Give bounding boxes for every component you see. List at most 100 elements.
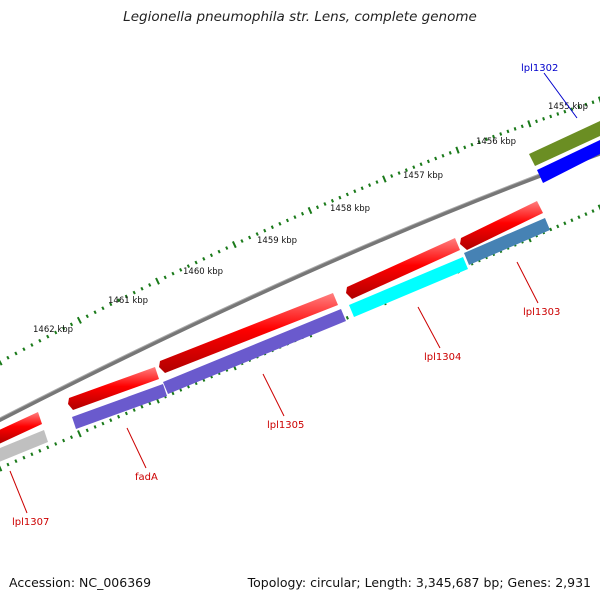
inner-major-tick [77,430,82,438]
outer-minor-tick [14,351,18,356]
inner-minor-tick [563,221,567,226]
outer-minor-tick [542,116,546,121]
scale-label-1456: 1456 kbp [476,137,516,147]
inner-minor-tick [93,425,97,429]
leader-lpl1303 [516,261,539,304]
outer-minor-tick [492,134,496,139]
inner-minor-tick [345,315,349,320]
outer-minor-tick [109,302,113,307]
outer-minor-tick [132,290,136,295]
outer-minor-tick [520,124,524,129]
outer-minor-tick [375,180,379,184]
inner-minor-tick [85,428,89,433]
outer-major-tick [0,359,3,366]
scale-label-1461: 1461 kbp [108,296,148,306]
gene-label-fadA[interactable]: fadA [135,472,158,483]
gene-lpl1307[interactable] [0,430,48,462]
outer-minor-tick [148,283,152,287]
gene-fadA[interactable] [72,384,167,429]
inner-minor-tick [549,227,553,232]
cds-feature-1[interactable] [460,201,543,250]
outer-minor-tick [390,174,394,178]
inner-minor-tick [584,212,588,216]
genome-backbone [0,151,600,423]
outer-minor-tick [577,104,581,109]
outer-minor-tick [240,239,244,243]
cds-feature-4[interactable] [68,367,159,410]
outer-minor-tick [179,267,183,272]
outer-minor-tick [202,256,206,261]
gene-label-lpl1302[interactable]: lpl1302 [521,63,558,74]
gene-lpl1304[interactable] [349,257,468,317]
outer-minor-tick [323,202,327,206]
scale-label-1455: 1455 kbp [548,102,588,112]
outer-minor-tick [140,286,144,291]
inner-minor-tick [6,462,10,467]
outer-minor-tick [293,215,297,219]
outer-minor-tick [463,145,467,150]
outer-minor-tick [255,232,259,236]
inner-minor-tick [54,442,58,446]
outer-minor-tick [101,306,105,311]
cds-feature-2[interactable] [346,238,460,299]
outer-minor-tick [217,249,221,254]
leader-lpl1305 [262,373,285,417]
gene-lpl1302-blue[interactable] [537,140,600,183]
scale-label-1458: 1458 kbp [330,204,370,214]
outer-minor-tick [69,322,74,327]
outer-minor-tick [247,235,252,240]
outer-minor-tick [345,192,349,197]
scale-ticks-outer [0,96,600,366]
genome-backbone-highlight [0,151,600,419]
outer-minor-tick [30,343,34,347]
outer-minor-tick [570,107,574,112]
outer-minor-tick [591,100,595,105]
outer-minor-tick [535,119,538,124]
cds-feature-5[interactable] [0,412,42,444]
inner-minor-tick [556,224,560,229]
outer-minor-tick [360,186,364,191]
inner-minor-tick [117,414,121,419]
outer-major-tick [155,277,160,285]
inner-minor-tick [22,455,26,460]
inner-minor-tick [30,452,34,457]
gene-label-lpl1305[interactable]: lpl1305 [267,420,304,431]
gene-label-lpl1304[interactable]: lpl1304 [424,352,461,363]
outer-minor-tick [419,162,423,167]
outer-minor-tick [209,253,214,258]
gene-label-lpl1303[interactable]: lpl1303 [523,307,560,318]
gene-lpl1302-olive[interactable] [529,121,600,166]
outer-minor-tick [426,159,430,164]
outer-minor-tick [285,218,290,223]
outer-minor-tick [549,114,553,119]
inner-minor-tick [101,421,105,426]
scale-label-1460: 1460 kbp [183,267,223,277]
outer-minor-tick [434,156,438,161]
outer-minor-tick [412,165,416,169]
outer-minor-tick [225,246,229,250]
inner-minor-tick [577,215,581,220]
cds-feature-3[interactable] [159,293,338,373]
outer-minor-tick [54,330,58,335]
outer-minor-tick [171,271,175,276]
outer-minor-tick [441,153,445,158]
gene-lpl1303[interactable] [464,218,550,265]
outer-minor-tick [186,264,191,269]
outer-minor-tick [62,326,66,331]
outer-major-tick [307,206,313,215]
outer-minor-tick [263,228,267,233]
gene-label-lpl1307[interactable]: lpl1307 [12,517,49,528]
inner-minor-tick [46,445,50,450]
outer-minor-tick [368,183,372,187]
inner-minor-tick [109,418,113,423]
outer-minor-tick [270,225,274,230]
map-title: Legionella pneumophila str. Lens, comple… [123,9,477,25]
outer-minor-tick [194,260,198,265]
gene-lpl1305[interactable] [163,309,346,394]
outer-minor-tick [470,142,474,147]
leader-fadA [126,427,147,469]
outer-minor-tick [477,140,481,144]
outer-minor-tick [338,195,342,200]
inner-minor-tick [179,388,183,392]
